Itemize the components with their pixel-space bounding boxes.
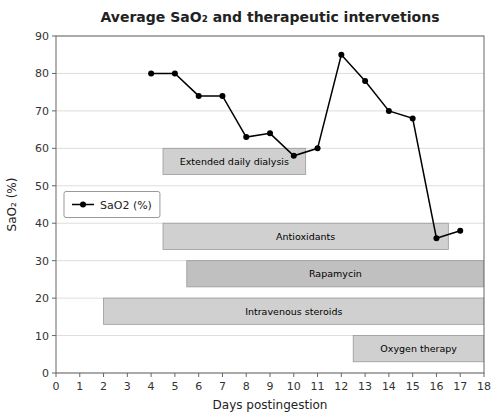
x-tick [198,373,199,377]
line [151,55,460,238]
point [315,145,321,151]
point [338,52,344,58]
x-tick [293,373,294,377]
y-tick [52,185,56,186]
point [243,134,249,140]
x-tick [174,373,175,377]
plot-frame [56,36,484,373]
x-tick-label: 3 [124,380,131,393]
y-tick-label: 30 [35,255,49,268]
point [457,228,463,234]
y-tick [52,73,56,74]
legend-label: SaO2 (%) [100,199,152,212]
legend: SaO2 (%) [64,192,160,218]
y-tick-label: 60 [35,142,49,155]
y-tick-label: 40 [35,217,49,230]
y-tick [52,223,56,224]
y-tick-label: 90 [35,30,49,43]
y-tick [52,260,56,261]
x-tick [317,373,318,377]
y-tick-label: 50 [35,180,49,193]
bar-label: Oxygen therapy [380,343,457,354]
y-tick [52,335,56,336]
y-tick [52,373,56,374]
legend-marker [80,202,86,208]
x-tick-label: 2 [100,380,107,393]
bar-labels: Extended daily dialysis Antioxidants Rapam… [180,156,458,354]
point [267,130,273,136]
point [148,70,154,76]
y-axis-label: SaO₂ (%) [5,178,19,232]
x-tick-label: 13 [358,380,372,393]
y-tick [52,298,56,299]
x-tick-label: 15 [406,380,420,393]
y-tick-label: 80 [35,67,49,80]
x-axis-label: Days postingestion [213,398,328,412]
bar-label: Antioxidants [276,231,335,242]
x-tick [484,373,485,377]
x-tick [151,373,152,377]
x-tick [341,373,342,377]
axes: 0102030405060708090012345678910111213141… [35,30,491,393]
x-tick-label: 9 [267,380,274,393]
x-tick [222,373,223,377]
y-tick-label: 20 [35,292,49,305]
x-tick [460,373,461,377]
y-tick [52,110,56,111]
x-tick [270,373,271,377]
plot-area [104,52,484,362]
x-tick [127,373,128,377]
x-tick-label: 8 [243,380,250,393]
x-tick-label: 16 [429,380,443,393]
x-tick [56,373,57,377]
x-tick-label: 4 [148,380,155,393]
x-tick-label: 1 [76,380,83,393]
point [219,93,225,99]
x-tick [412,373,413,377]
x-tick-label: 11 [311,380,325,393]
x-tick [79,373,80,377]
x-tick-label: 17 [453,380,467,393]
y-tick [52,148,56,149]
grid-line [56,110,484,111]
x-tick-label: 5 [171,380,178,393]
legend-box [64,192,160,218]
y-tick-label: 70 [35,105,49,118]
y-tick-label: 0 [42,367,49,380]
point [410,115,416,121]
bar-label: Extended daily dialysis [180,156,289,167]
grid-line [56,73,484,74]
therapy-bar [163,148,306,174]
therapy-bar [187,261,484,287]
x-tick-label: 6 [195,380,202,393]
point [386,108,392,114]
point [433,235,439,241]
x-tick-label: 14 [382,380,396,393]
title: Average SaO₂ and therapeutic intervetion… [101,9,440,25]
x-tick-label: 10 [287,380,301,393]
x-tick [103,373,104,377]
x-tick-label: 7 [219,380,226,393]
point [172,70,178,76]
x-tick-label: 18 [477,380,491,393]
x-tick [436,373,437,377]
therapy-bar [353,336,484,362]
point [362,78,368,84]
therapy-bar [163,223,448,249]
bar-label: Intravenous steroids [245,306,342,317]
x-tick-label: 0 [53,380,60,393]
grid-line [56,185,484,186]
point [291,153,297,159]
point [196,93,202,99]
y-tick [52,36,56,37]
chart: 0102030405060708090012345678910111213141… [0,0,500,419]
x-tick [365,373,366,377]
x-tick [246,373,247,377]
therapy-bar [104,298,484,324]
x-tick-label: 12 [334,380,348,393]
y-tick-label: 10 [35,330,49,343]
x-tick [388,373,389,377]
bar-label: Rapamycin [309,268,362,279]
